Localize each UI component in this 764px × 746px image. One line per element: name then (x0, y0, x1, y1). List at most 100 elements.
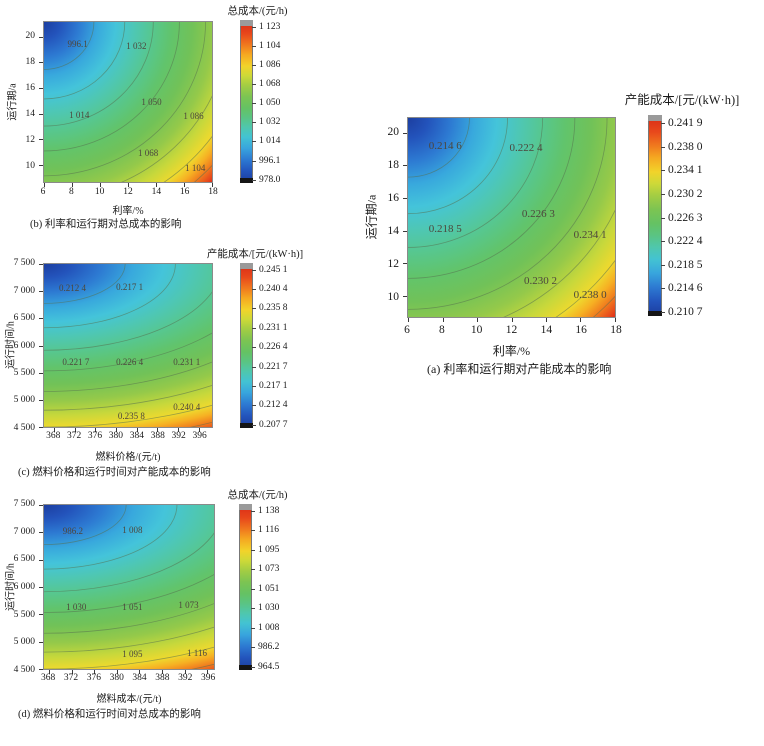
colorbar-underflow-cap (239, 665, 252, 670)
contour-line (44, 22, 153, 126)
colorbar-tick-label: 1 050 (251, 98, 280, 108)
contour-label: 1 095 (122, 649, 143, 660)
contour-label: 996.1 (67, 39, 88, 50)
y-tick-label: 6 000 (13, 582, 35, 592)
contour-label: 1 014 (69, 109, 90, 120)
x-axis-ticks: 368 372 376 380 384 388 392 396 (41, 673, 215, 685)
contour-line (408, 118, 615, 317)
y-tick-mark (39, 264, 43, 265)
y-tick-mark (39, 532, 43, 534)
y-tick-label: 20 (387, 125, 400, 138)
colorbar-tick-label: 0.214 6 (661, 282, 703, 294)
x-tick-label: 392 (178, 673, 193, 683)
y-axis-label: 运行时间/h (5, 563, 17, 611)
y-axis-ticks: 20 18 16 14 12 10 (0, 21, 40, 183)
colorbar-tick-label: 1 030 (250, 603, 279, 613)
x-tick-label: 10 (94, 187, 105, 197)
contour-line (44, 505, 214, 669)
contour-line (408, 118, 508, 214)
y-tick-label: 5 000 (13, 637, 35, 648)
contour-line (44, 264, 212, 427)
contour-line (44, 22, 206, 176)
contour-label: 0.214 6 (428, 139, 462, 152)
colorbar-tick-label: 1 032 (251, 117, 280, 127)
panel-caption: (d) 燃料价格和运行时间对总成本的影响 (18, 709, 201, 720)
x-tick-label: 8 (69, 187, 74, 197)
colorbar-underflow-cap (240, 178, 253, 183)
colorbar (240, 263, 253, 428)
colorbar (240, 20, 253, 183)
x-tick-mark (54, 428, 56, 432)
colorbar-overflow-cap (240, 20, 253, 26)
contour-label: 1 050 (141, 97, 162, 107)
contour-label: 1 073 (178, 600, 199, 611)
x-axis-label: 燃料价格/(元/t) (95, 452, 161, 463)
y-tick-mark (39, 318, 43, 320)
y-tick-mark (39, 291, 43, 293)
contour-label: 1 030 (66, 601, 87, 612)
x-tick-label: 6 (40, 187, 46, 197)
x-axis-label: 利率/% (112, 206, 144, 217)
x-tick-label: 368 (41, 673, 56, 683)
x-tick-label: 368 (46, 431, 61, 441)
colorbar-tick-label: 978.0 (251, 175, 280, 185)
colorbar-tick-label: 1 014 (251, 136, 280, 146)
contour-line (44, 264, 212, 350)
y-axis-label: 运行时间/h (5, 321, 17, 369)
y-tick-label: 6 500 (13, 312, 35, 323)
contour-line (44, 22, 179, 151)
x-tick-mark (183, 183, 185, 187)
x-tick-mark (136, 428, 138, 432)
contour-plot-c: 0.212 4 0.217 1 0.221 7 0.226 4 0.231 1 0.235… (39, 263, 213, 432)
x-tick-label: 376 (86, 673, 102, 683)
y-axis-ticks: 7 500 7 000 6 500 6 000 5 500 5 000 4 500 (0, 499, 40, 675)
x-axis-label: 燃料成本/(元/t) (96, 694, 162, 705)
y-tick-label: 7 000 (13, 285, 35, 296)
y-tick-label: 14 (387, 224, 400, 237)
colorbar-title: 总成本/(元/h) (227, 490, 288, 501)
contour-line (408, 118, 615, 317)
x-tick-mark (49, 670, 51, 674)
y-tick-mark (39, 165, 43, 167)
contour-label: 1 116 (187, 647, 207, 658)
x-axis-ticks: 6 8 10 12 14 16 18 (404, 324, 622, 338)
y-tick-label: 5 000 (13, 395, 35, 406)
y-tick-label: 4 500 (13, 423, 35, 433)
colorbar-overflow-cap (240, 263, 253, 269)
x-tick-label: 388 (150, 431, 165, 441)
colorbar-tick-label: 0.234 1 (661, 164, 703, 176)
colorbar-tick-label: 1 123 (251, 22, 280, 32)
contour-line (44, 505, 214, 652)
x-tick-mark (44, 183, 45, 187)
x-tick-mark (178, 428, 180, 432)
contour-line (408, 118, 575, 278)
contour-label: 986.2 (62, 526, 84, 537)
y-tick-mark (39, 345, 43, 347)
y-tick-mark (39, 641, 43, 643)
contour-line (44, 505, 214, 613)
y-tick-label: 4 500 (13, 665, 35, 675)
y-tick-label: 6 000 (13, 340, 35, 351)
y-tick-label: 7 500 (13, 499, 35, 509)
x-tick-label: 372 (63, 673, 79, 683)
colorbar-underflow-cap (240, 423, 253, 428)
y-tick-label: 16 (387, 191, 400, 204)
y-tick-label: 12 (387, 257, 400, 270)
y-tick-label: 12 (25, 134, 36, 145)
contour-label: 0.231 1 (173, 356, 201, 367)
colorbar-title: 产能成本/[元/(kW·h)] (206, 249, 304, 260)
x-axis-ticks: 6 8 10 12 14 16 18 (40, 187, 218, 199)
colorbar-tick-label: 0.230 2 (661, 188, 703, 200)
colorbar-tick-label: 0.240 4 (252, 284, 288, 294)
y-tick-mark (39, 669, 43, 670)
contour-label: 0.222 4 (509, 141, 543, 154)
x-tick-label: 372 (66, 431, 82, 441)
x-tick-mark (99, 183, 101, 187)
contour-lines (408, 118, 615, 317)
y-tick-mark (39, 614, 43, 616)
contour-line (44, 264, 212, 371)
x-tick-mark (476, 318, 478, 322)
